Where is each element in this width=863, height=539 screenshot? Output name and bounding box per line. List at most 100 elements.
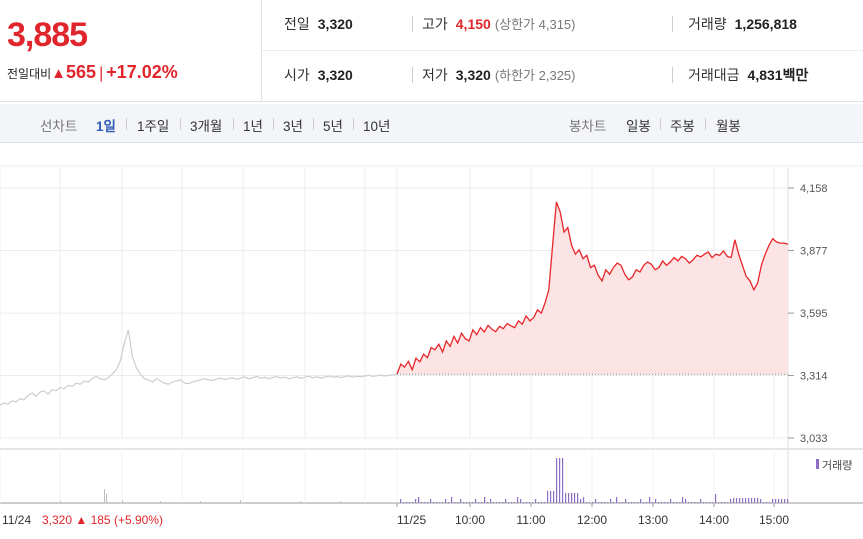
volume-bar-today xyxy=(457,502,459,503)
prev-day-line xyxy=(0,329,398,406)
volume-bar-today xyxy=(481,502,483,503)
volume-bar-today xyxy=(400,499,402,503)
volume-bar-today xyxy=(448,502,450,503)
stats-row-1: 전일 3,320 고가 4,150 (상한가 4,315) 거래량 1,256,818 xyxy=(262,0,863,51)
tab-period-5y[interactable]: 5년 xyxy=(323,119,343,134)
y-tick-label: 3,314 xyxy=(800,371,828,383)
volume-bar-today xyxy=(766,502,768,503)
volume-bar-today xyxy=(484,497,486,503)
divider xyxy=(672,16,673,32)
volume-bar-prev xyxy=(106,494,107,503)
volume-bar-today xyxy=(688,502,690,503)
volume-bar-today xyxy=(781,499,783,503)
volume-bar-today xyxy=(502,502,504,503)
prev-day-change: 185 xyxy=(87,513,111,527)
volume-bar-today xyxy=(475,499,477,503)
volume-bar-today xyxy=(706,502,708,503)
volume-bar-today xyxy=(520,499,522,503)
volume-bar-today xyxy=(772,499,774,503)
volume-bar-today xyxy=(487,502,489,503)
volume-bar-prev xyxy=(60,501,61,503)
stats-panel: 전일 3,320 고가 4,150 (상한가 4,315) 거래량 1,256,818 … xyxy=(262,0,863,102)
y-tick-label: 4,158 xyxy=(800,183,828,195)
prev-day-close: 3,320 xyxy=(42,513,72,527)
volume-bar-today xyxy=(559,458,561,503)
tab-period-3m[interactable]: 3개월 xyxy=(190,119,223,134)
x-tick-label: 11:00 xyxy=(516,513,545,527)
tab-period-1y[interactable]: 1년 xyxy=(243,119,263,134)
volume-bar-today xyxy=(466,502,468,503)
volume-bar-today xyxy=(745,498,747,503)
tab-candle-daily[interactable]: 일봉 xyxy=(626,119,651,134)
prev-day-arrow: ▲ xyxy=(72,513,87,527)
current-price: 3,885 xyxy=(7,16,88,54)
tab-candle-monthly[interactable]: 월봉 xyxy=(716,119,741,134)
volume-bar-today xyxy=(730,499,732,503)
x-tick-label: 10:00 xyxy=(455,513,485,527)
y-tick-label: 3,033 xyxy=(800,433,828,445)
volume-bar-today xyxy=(544,502,546,503)
volume-bar-today xyxy=(625,499,627,503)
tab-period-10y[interactable]: 10년 xyxy=(363,119,391,134)
volume-bar-today xyxy=(697,502,699,503)
divider xyxy=(412,16,413,32)
volume-bar-today xyxy=(424,502,426,503)
chart-tabbar: 선차트 1일 1주일 3개월 1년 3년 5년 10년 봉차트 일봉 주봉 월봉 xyxy=(0,104,863,143)
volume-bar-today xyxy=(754,498,756,503)
volume-bar-prev xyxy=(300,501,301,503)
volume-bar-today xyxy=(460,499,462,503)
volume-bar-today xyxy=(721,502,723,503)
volume-bar-today xyxy=(472,502,474,503)
volume-bar-today xyxy=(490,499,492,503)
volume-bar-today xyxy=(691,502,693,503)
volume-bar-today xyxy=(655,499,657,503)
volume-bar-today xyxy=(547,491,549,503)
volume-bar-today xyxy=(715,494,717,503)
volume-bar-today xyxy=(433,502,435,503)
volume-legend-swatch xyxy=(816,459,819,469)
volume-bar-today xyxy=(622,502,624,503)
volume-bar-today xyxy=(634,502,636,503)
volume-bar-today xyxy=(499,502,501,503)
change-label: 전일대비 xyxy=(7,67,52,81)
volume-bar-today xyxy=(412,502,414,503)
volume-bar-today xyxy=(526,502,528,503)
candle-chart-label: 봉차트 xyxy=(569,119,607,134)
prev-day-rate: (+5.90%) xyxy=(111,513,163,527)
volume-legend-label: 거래량 xyxy=(822,459,852,472)
volume-bar-today xyxy=(421,502,423,503)
volume-bar-today xyxy=(769,502,771,503)
volume-bar-today xyxy=(562,458,564,503)
volume-bar-today xyxy=(619,502,621,503)
tab-period-3y[interactable]: 3년 xyxy=(283,119,303,134)
change-value: 565 xyxy=(66,62,97,82)
volume-bar-today xyxy=(577,493,579,503)
up-arrow-icon: ▲ xyxy=(51,65,67,82)
volume-bar-today xyxy=(403,502,405,503)
tab-period-1d[interactable]: 1일 xyxy=(96,119,116,134)
volume-bar-prev xyxy=(340,501,341,503)
y-tick-label: 3,877 xyxy=(800,245,828,257)
volume-bar-today xyxy=(571,493,573,503)
volume-bar-today xyxy=(709,502,711,503)
change-separator: | xyxy=(99,65,104,82)
today-price-line xyxy=(396,201,789,375)
volume-bar-today xyxy=(493,502,495,503)
volume-bar-today xyxy=(565,493,567,503)
volume-bar-today xyxy=(640,499,642,503)
volume-bar-today xyxy=(541,502,543,503)
volume-bar-today xyxy=(694,502,696,503)
volume-bar-today xyxy=(718,502,720,503)
tab-period-1w[interactable]: 1주일 xyxy=(137,119,170,134)
volume-bar-today xyxy=(451,497,453,503)
volume-bar-today xyxy=(784,499,786,503)
divider xyxy=(672,67,673,83)
volume-bar-today xyxy=(670,499,672,503)
volume-bar-today xyxy=(664,502,666,503)
tab-candle-weekly[interactable]: 주봉 xyxy=(670,119,695,134)
volume-bar-today xyxy=(523,502,525,503)
price-summary: 3,885 전일대비▲565 | +17.02% xyxy=(0,0,262,102)
x-tick-label: 13:00 xyxy=(638,513,668,527)
volume-bar-today xyxy=(415,499,417,503)
